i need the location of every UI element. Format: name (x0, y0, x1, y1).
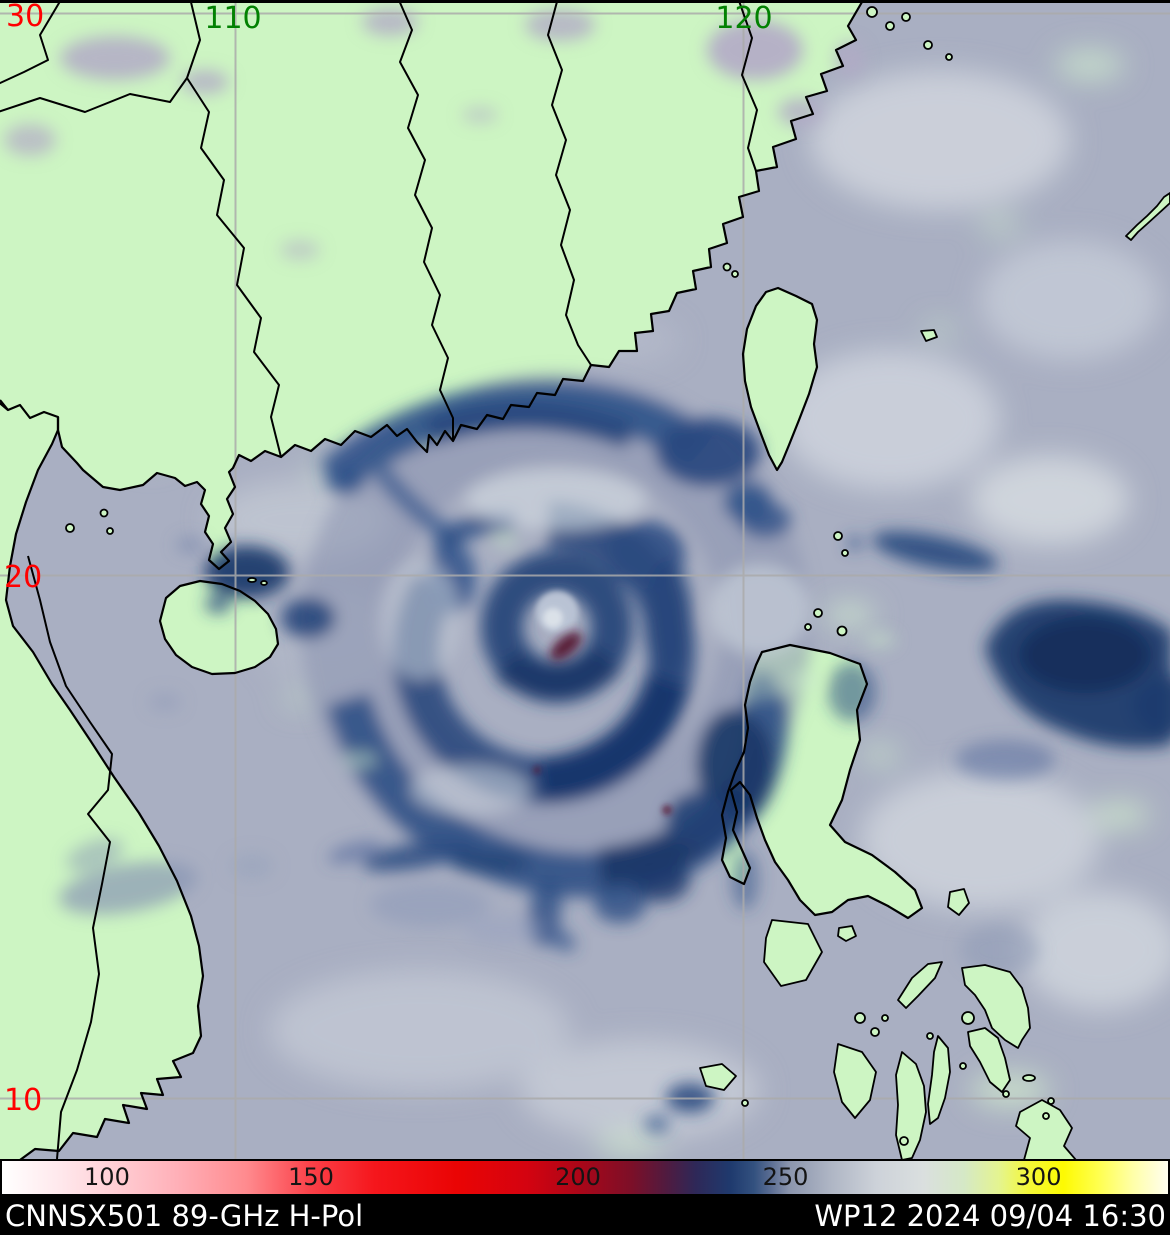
taiwan-island (743, 288, 817, 470)
lat-label-10: 10 (4, 1083, 42, 1118)
cebu-island (927, 1035, 951, 1125)
typhoon-clouds (176, 373, 1170, 1133)
coastlines (0, 1, 924, 1159)
brightness-temperature-colorbar: 100 150 200 250 300 (0, 1159, 1170, 1196)
lon-label-120: 120 (715, 1, 772, 36)
china-landmass (0, 0, 862, 569)
colorbar-tick-100: 100 (84, 1162, 130, 1191)
bohol-island (1015, 1099, 1077, 1159)
map-top-border (0, 0, 1170, 3)
storm-id-timestamp-label: WP12 2024 09/04 16:30 (814, 1198, 1166, 1233)
negros-island (895, 1051, 927, 1159)
colorbar-tick-150: 150 (288, 1162, 334, 1191)
graticule-labels: 30 20 10 110 120 (4, 0, 773, 1118)
colorbar-tick-300: 300 (1015, 1162, 1062, 1191)
graticule (0, 0, 1170, 1159)
land-fills (0, 0, 922, 1159)
catanduanes-island (947, 888, 970, 916)
hainan-island (160, 581, 278, 674)
map-image: 30 20 10 110 120 (0, 0, 1170, 1159)
lon-label-110: 110 (204, 1, 261, 36)
colorbar-tick-250: 250 (762, 1162, 809, 1191)
leyte-island (967, 1027, 1011, 1093)
samar-island (961, 964, 1031, 1049)
lat-label-30: 30 (6, 0, 44, 34)
mindoro-island (763, 919, 823, 987)
sensor-product-label: CNNSX501 89-GHz H-Pol (5, 1198, 364, 1233)
masbate-island (897, 961, 943, 1009)
admin-borders (0, 0, 758, 1159)
typhoon-eye (533, 591, 672, 815)
vietnam-landmass (0, 403, 203, 1159)
panay-island (833, 1043, 877, 1119)
satellite-map: 30 20 10 110 120 (0, 0, 1170, 1159)
okinawa-island (1125, 192, 1170, 241)
colorbar-tick-200: 200 (555, 1162, 601, 1191)
small-islands (65, 6, 1170, 1159)
footer-bar: CNNSX501 89-GHz H-Pol WP12 2024 09/04 16… (0, 1196, 1170, 1235)
lat-label-20: 20 (4, 560, 42, 595)
eyewall-hot-spot (550, 631, 582, 661)
